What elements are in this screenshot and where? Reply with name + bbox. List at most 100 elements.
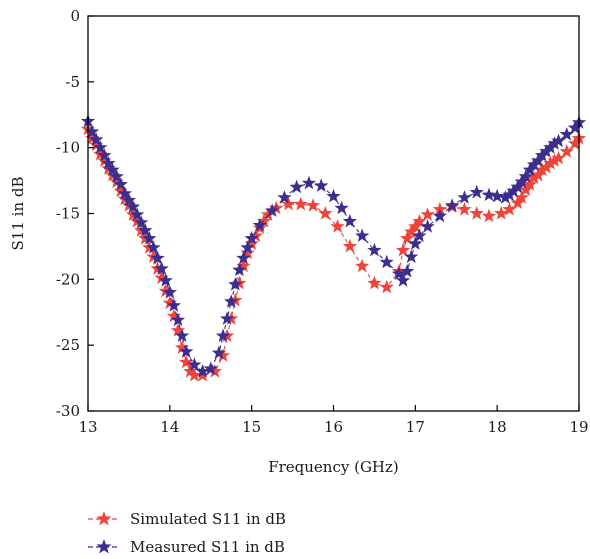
data-point-measured (277, 190, 292, 204)
data-point-measured (518, 169, 533, 183)
data-point-simulated (408, 219, 423, 233)
data-point-simulated (551, 150, 566, 165)
data-point-simulated (244, 236, 259, 250)
data-point-simulated (318, 206, 333, 220)
data-point-simulated (514, 190, 529, 204)
y-tick-label: -10 (56, 139, 80, 157)
series-line-measured (87, 121, 580, 373)
data-point-measured (158, 273, 173, 287)
data-point-measured (355, 228, 370, 242)
x-tick-label: 17 (406, 418, 425, 436)
data-point-measured (228, 277, 243, 291)
data-point-measured (219, 311, 235, 325)
x-tick-label: 18 (488, 418, 507, 436)
data-point-measured (514, 174, 529, 188)
legend-label-simulated: Simulated S11 in dB (130, 510, 286, 528)
data-point-measured (481, 187, 497, 202)
x-tick-label: 19 (569, 418, 588, 436)
data-point-measured (543, 140, 558, 154)
series-measured (80, 113, 587, 378)
data-point-simulated (457, 202, 472, 216)
data-point-simulated (89, 137, 104, 152)
x-tick-label: 16 (324, 418, 343, 436)
data-point-measured (498, 190, 513, 204)
legend-item-measured: Measured S11 in dB (88, 538, 285, 556)
data-point-simulated (179, 354, 194, 369)
data-point-measured (125, 199, 141, 213)
data-point-measured (342, 213, 357, 228)
data-point-measured (215, 328, 231, 343)
data-point-measured (530, 153, 546, 167)
data-point-measured (506, 183, 521, 198)
data-point-measured (105, 162, 120, 177)
data-point-simulated (522, 177, 538, 191)
data-point-simulated (379, 279, 394, 294)
data-point-measured (264, 203, 280, 217)
data-point-measured (179, 344, 194, 358)
data-point-measured (326, 188, 341, 203)
data-point-simulated (469, 206, 484, 220)
data-point-measured (289, 179, 304, 194)
data-point-simulated (305, 198, 321, 212)
data-point-measured (379, 254, 394, 269)
data-point-measured (109, 169, 124, 183)
data-point-measured (539, 144, 554, 158)
data-point-simulated (166, 308, 182, 323)
data-point-measured (236, 250, 251, 265)
data-point-measured (445, 198, 460, 212)
series-line-simulated (87, 129, 580, 377)
data-point-measured (334, 200, 349, 215)
legend: Simulated S11 in dB Measured S11 in dB (88, 510, 286, 556)
data-point-measured (150, 250, 165, 265)
data-point-measured (567, 120, 583, 134)
data-point-simulated (518, 182, 533, 196)
data-point-measured (535, 148, 550, 162)
data-point-measured (510, 179, 525, 194)
data-point-simulated (404, 224, 419, 238)
data-point-measured (203, 361, 218, 375)
data-point-measured (211, 345, 227, 360)
data-point-simulated (543, 155, 558, 170)
data-point-simulated (195, 367, 210, 382)
data-point-measured (113, 177, 128, 191)
data-point-simulated (109, 174, 124, 188)
data-point-simulated (293, 196, 308, 211)
data-point-simulated (539, 159, 554, 174)
data-point-measured (551, 133, 566, 148)
data-point-measured (244, 231, 259, 245)
data-point-simulated (567, 136, 583, 150)
data-point-measured (93, 140, 108, 154)
data-point-simulated (183, 364, 198, 378)
data-point-simulated (256, 213, 272, 228)
data-point-simulated (154, 270, 169, 285)
data-point-simulated (481, 208, 497, 223)
data-point-measured (195, 364, 210, 378)
data-point-simulated (502, 202, 517, 216)
y-tick-label: -15 (56, 205, 80, 223)
data-point-simulated (400, 231, 415, 245)
data-point-measured (134, 215, 149, 229)
y-tick-label: -20 (56, 270, 80, 288)
y-axis-title: S11 in dB (9, 177, 27, 251)
data-point-simulated (510, 195, 525, 210)
data-point-simulated (355, 258, 370, 273)
data-point-measured (146, 240, 161, 254)
data-point-measured (174, 328, 190, 343)
legend-item-simulated: Simulated S11 in dB (88, 510, 286, 528)
data-point-measured (252, 217, 267, 232)
data-point-simulated (330, 219, 345, 233)
data-point-simulated (395, 242, 411, 257)
y-tick-label: -30 (56, 402, 80, 420)
data-point-measured (121, 192, 137, 207)
data-point-measured (522, 162, 538, 177)
data-point-simulated (207, 364, 222, 378)
data-point-measured (117, 186, 132, 200)
data-point-measured (408, 236, 423, 250)
data-point-measured (502, 187, 517, 202)
data-point-measured (490, 188, 505, 203)
data-point-measured (469, 184, 484, 199)
data-point-measured (404, 249, 419, 264)
data-point-measured (420, 219, 435, 233)
data-point-measured (142, 231, 157, 245)
